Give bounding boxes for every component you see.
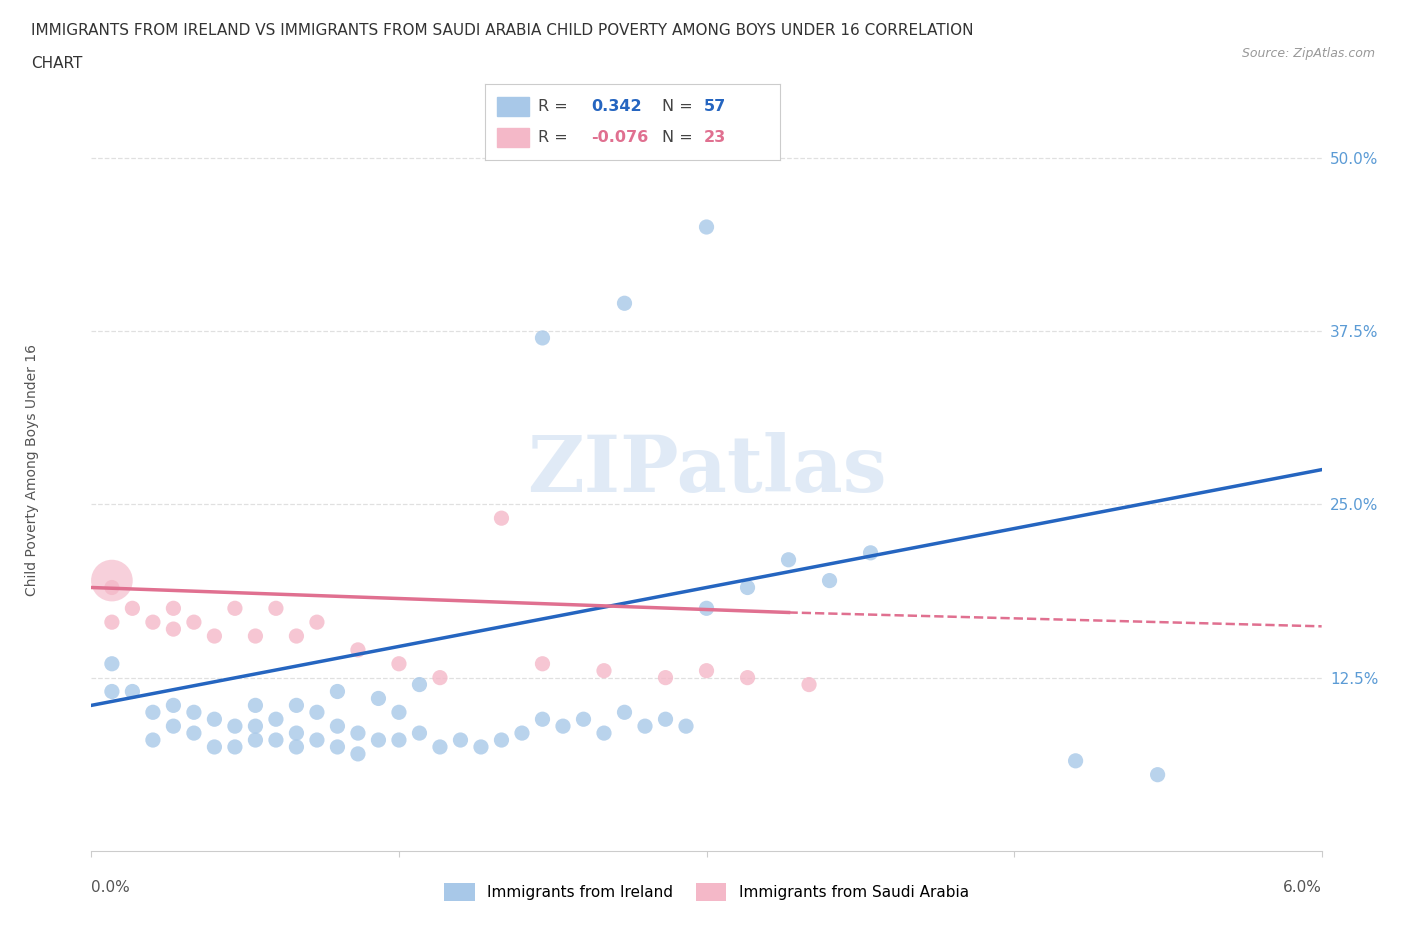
Point: [388, 733, 411, 748]
Point: [285, 739, 308, 754]
Point: [264, 601, 287, 616]
Point: [101, 684, 124, 699]
Point: [654, 711, 676, 726]
Text: 0.342: 0.342: [592, 100, 643, 114]
Point: [429, 671, 451, 685]
Point: [675, 719, 697, 734]
Text: IMMIGRANTS FROM IRELAND VS IMMIGRANTS FROM SAUDI ARABIA CHILD POVERTY AMONG BOYS: IMMIGRANTS FROM IRELAND VS IMMIGRANTS FR…: [31, 23, 973, 38]
Point: [101, 580, 124, 595]
Point: [264, 733, 287, 748]
Point: [202, 629, 225, 644]
Point: [737, 580, 759, 595]
Point: [695, 601, 717, 616]
Point: [142, 733, 165, 748]
Point: [121, 601, 143, 616]
Point: [326, 684, 349, 699]
Point: [531, 330, 554, 345]
Point: [245, 719, 267, 734]
Text: 6.0%: 6.0%: [1282, 880, 1322, 895]
Point: [245, 733, 267, 748]
Point: [388, 657, 411, 671]
Point: [285, 698, 308, 712]
Point: [285, 725, 308, 740]
Point: [183, 725, 205, 740]
Point: [367, 691, 389, 706]
Bar: [496, 127, 529, 147]
Point: [202, 739, 225, 754]
Point: [695, 219, 717, 234]
Point: [326, 739, 349, 754]
Text: R =: R =: [538, 129, 568, 144]
Point: [202, 711, 225, 726]
Point: [326, 719, 349, 734]
Point: [593, 725, 616, 740]
Point: [101, 573, 124, 588]
Point: [470, 739, 492, 754]
Text: Child Poverty Among Boys Under 16: Child Poverty Among Boys Under 16: [25, 344, 39, 595]
Point: [305, 615, 328, 630]
Point: [367, 733, 389, 748]
Point: [285, 629, 308, 644]
Point: [347, 643, 370, 658]
Point: [1146, 767, 1168, 782]
Text: 57: 57: [703, 100, 725, 114]
Point: [491, 733, 513, 748]
Point: [121, 684, 143, 699]
Point: [142, 615, 165, 630]
Point: [347, 747, 370, 762]
Point: [162, 621, 184, 636]
Point: [305, 733, 328, 748]
Point: [101, 615, 124, 630]
Point: [162, 698, 184, 712]
Point: [551, 719, 574, 734]
Point: [593, 663, 616, 678]
Point: [408, 677, 430, 692]
Point: [531, 711, 554, 726]
Point: [695, 663, 717, 678]
Point: [245, 629, 267, 644]
Point: [1064, 753, 1087, 768]
Point: [818, 573, 841, 588]
Point: [797, 677, 820, 692]
Point: [491, 511, 513, 525]
Point: [245, 698, 267, 712]
Point: [510, 725, 533, 740]
Point: [224, 739, 246, 754]
Bar: [496, 97, 529, 116]
Text: 0.0%: 0.0%: [91, 880, 131, 895]
Point: [142, 705, 165, 720]
Text: N =: N =: [662, 100, 693, 114]
Point: [429, 739, 451, 754]
Point: [634, 719, 657, 734]
Point: [859, 545, 882, 560]
Point: [388, 705, 411, 720]
Point: [613, 705, 636, 720]
Text: CHART: CHART: [31, 56, 83, 71]
Point: [101, 657, 124, 671]
Point: [183, 615, 205, 630]
Point: [654, 671, 676, 685]
Point: [408, 725, 430, 740]
Point: [162, 601, 184, 616]
Legend: Immigrants from Ireland, Immigrants from Saudi Arabia: Immigrants from Ireland, Immigrants from…: [444, 883, 969, 900]
Text: Source: ZipAtlas.com: Source: ZipAtlas.com: [1241, 46, 1375, 60]
Text: R =: R =: [538, 100, 568, 114]
Text: -0.076: -0.076: [592, 129, 648, 144]
Point: [737, 671, 759, 685]
Point: [778, 552, 800, 567]
Point: [449, 733, 471, 748]
Text: ZIPatlas: ZIPatlas: [527, 432, 886, 508]
Point: [224, 601, 246, 616]
Point: [347, 725, 370, 740]
Point: [531, 657, 554, 671]
Text: 23: 23: [703, 129, 725, 144]
Point: [162, 719, 184, 734]
Point: [613, 296, 636, 311]
Point: [183, 705, 205, 720]
Point: [264, 711, 287, 726]
Text: N =: N =: [662, 129, 693, 144]
Point: [224, 719, 246, 734]
Point: [305, 705, 328, 720]
Point: [572, 711, 595, 726]
